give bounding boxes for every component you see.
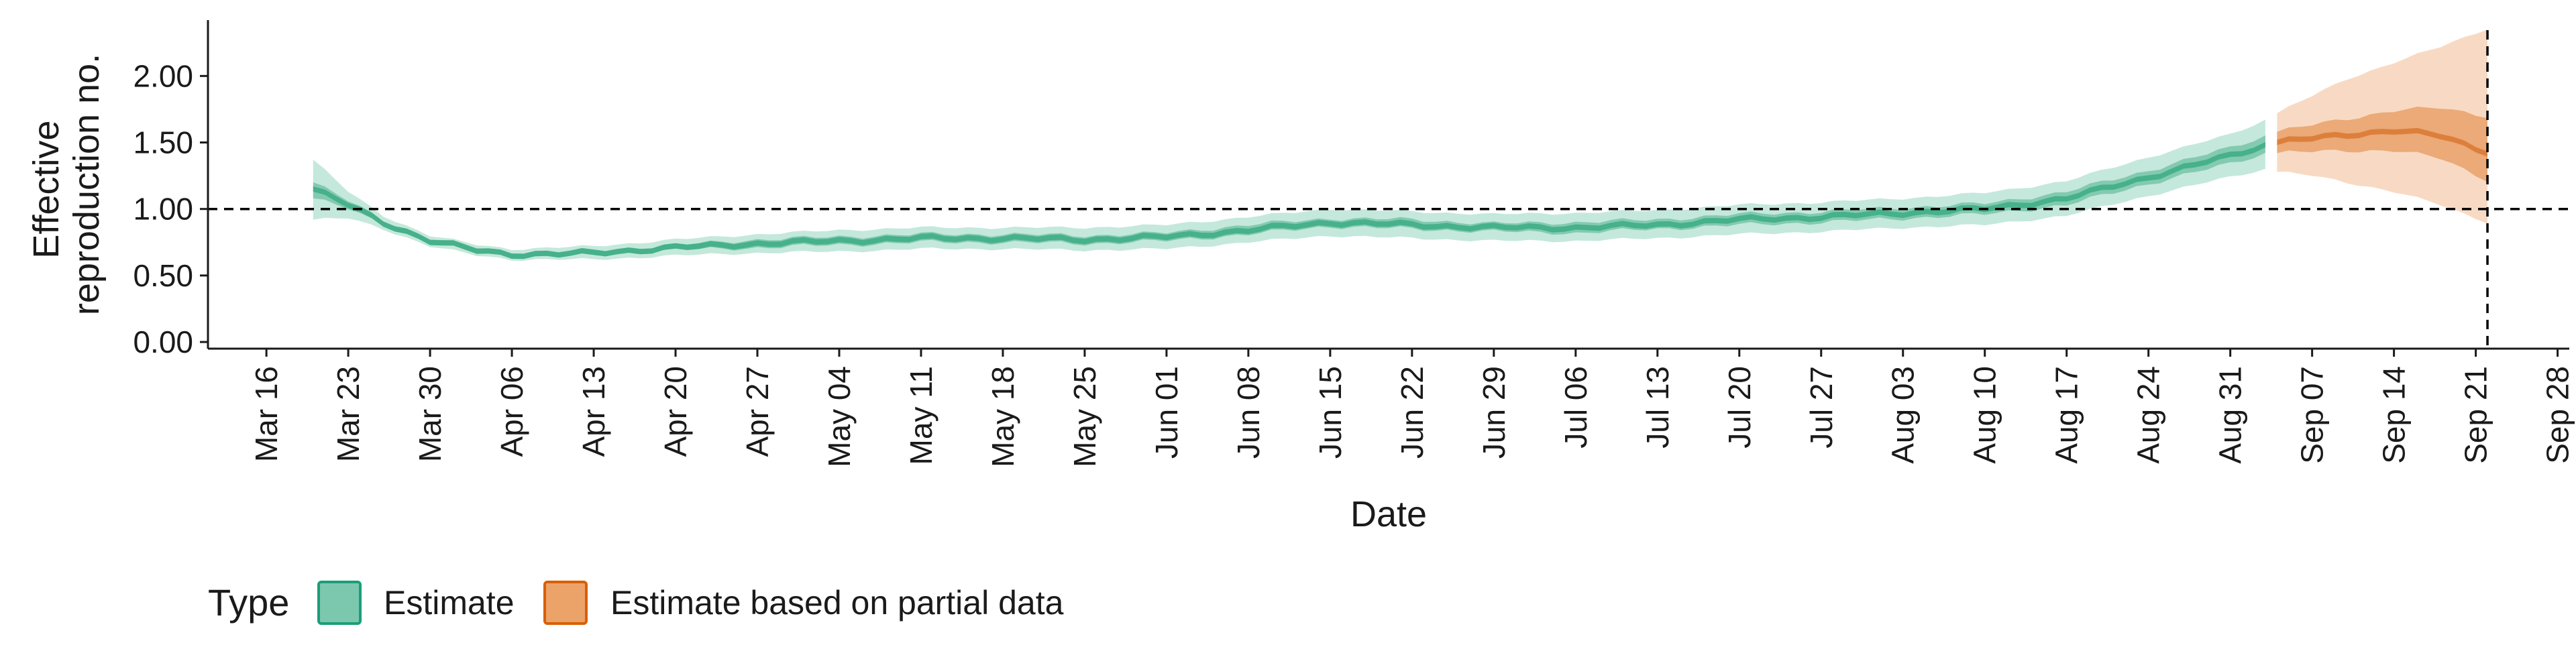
x-axis-title: Date <box>1350 494 1427 534</box>
x-tick-label: May 11 <box>904 366 938 465</box>
y-ticks: 0.00 0.50 1.00 1.50 2.00 <box>133 58 208 359</box>
x-tick-label: May 04 <box>822 366 857 467</box>
x-tick-label: Jun 22 <box>1395 366 1430 459</box>
x-tick-label: Apr 13 <box>576 366 611 457</box>
y-tick-label: 1.50 <box>133 125 193 160</box>
legend-title: Type <box>208 581 289 624</box>
y-tick-label: 0.00 <box>133 325 193 359</box>
legend-label-estimate: Estimate <box>384 584 515 622</box>
y-tick-label: 2.00 <box>133 58 193 93</box>
x-tick-label: Mar 23 <box>331 366 366 462</box>
x-tick-label: Apr 20 <box>658 366 693 457</box>
x-tick-label: Mar 30 <box>413 366 447 462</box>
y-axis-title: Effective reproduction no. <box>26 54 107 315</box>
legend-key-partial-data <box>543 581 588 625</box>
x-tick-label: Jun 08 <box>1231 366 1266 459</box>
x-ticks: Mar 16 Mar 23 Mar 30 Apr 06 Apr 13 Apr 20 Apr … <box>249 349 2575 467</box>
legend-key-estimate <box>317 581 362 625</box>
y-tick-label: 1.00 <box>133 192 193 227</box>
x-tick-label: Jul 20 <box>1722 366 1757 449</box>
x-tick-label: Apr 27 <box>740 366 775 457</box>
x-tick-label: Jul 27 <box>1804 366 1839 449</box>
y-tick-label: 0.50 <box>133 258 193 293</box>
median-partial-data <box>2277 127 2487 157</box>
x-tick-label: Jun 29 <box>1477 366 1511 459</box>
x-tick-label: Jul 13 <box>1640 366 1675 449</box>
x-tick-label: Aug 10 <box>1968 366 2002 464</box>
x-tick-label: May 25 <box>1067 366 1102 467</box>
bands-layer <box>313 29 2487 261</box>
legend-label-partial-data: Estimate based on partial data <box>610 584 1064 622</box>
x-tick-label: Aug 17 <box>2049 366 2084 464</box>
band-50-partial-data <box>2277 107 2487 182</box>
x-tick-label: Aug 03 <box>1886 366 1921 464</box>
band-90-estimate <box>313 119 2265 261</box>
legend: Type Estimate Estimate based on partial … <box>208 581 1064 625</box>
x-tick-label: Jul 06 <box>1558 366 1593 449</box>
x-tick-label: Sep 07 <box>2295 366 2330 464</box>
reference-lines <box>208 30 2569 349</box>
x-tick-label: Sep 21 <box>2459 366 2493 464</box>
axes <box>207 20 2569 350</box>
x-tick-label: Jun 15 <box>1313 366 1348 459</box>
y-axis-title-line-2: reproduction no. <box>66 54 107 315</box>
x-tick-label: Sep 14 <box>2377 366 2412 464</box>
x-tick-label: Sep 28 <box>2540 366 2575 464</box>
x-tick-label: Jun 01 <box>1149 366 1184 459</box>
x-tick-label: May 18 <box>985 366 1020 467</box>
x-tick-label: Aug 24 <box>2131 366 2166 464</box>
y-axis-title-line-1: Effective <box>26 120 66 258</box>
x-tick-label: Apr 06 <box>494 366 529 457</box>
x-tick-label: Mar 16 <box>249 366 284 462</box>
x-tick-label: Aug 31 <box>2213 366 2248 464</box>
